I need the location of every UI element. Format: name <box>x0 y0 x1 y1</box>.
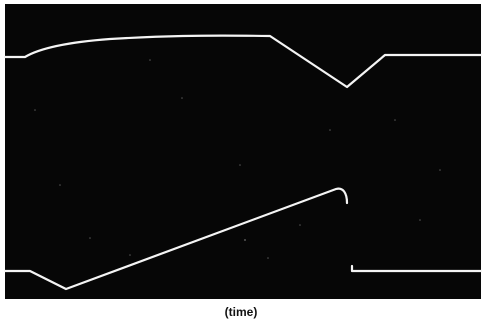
oscilloscope-figure: (time) <box>0 0 483 323</box>
page: (time) (() => { const data = JSON.parse(… <box>0 0 483 323</box>
axis-caption: (time) <box>225 305 258 319</box>
scope-screen <box>5 4 481 299</box>
